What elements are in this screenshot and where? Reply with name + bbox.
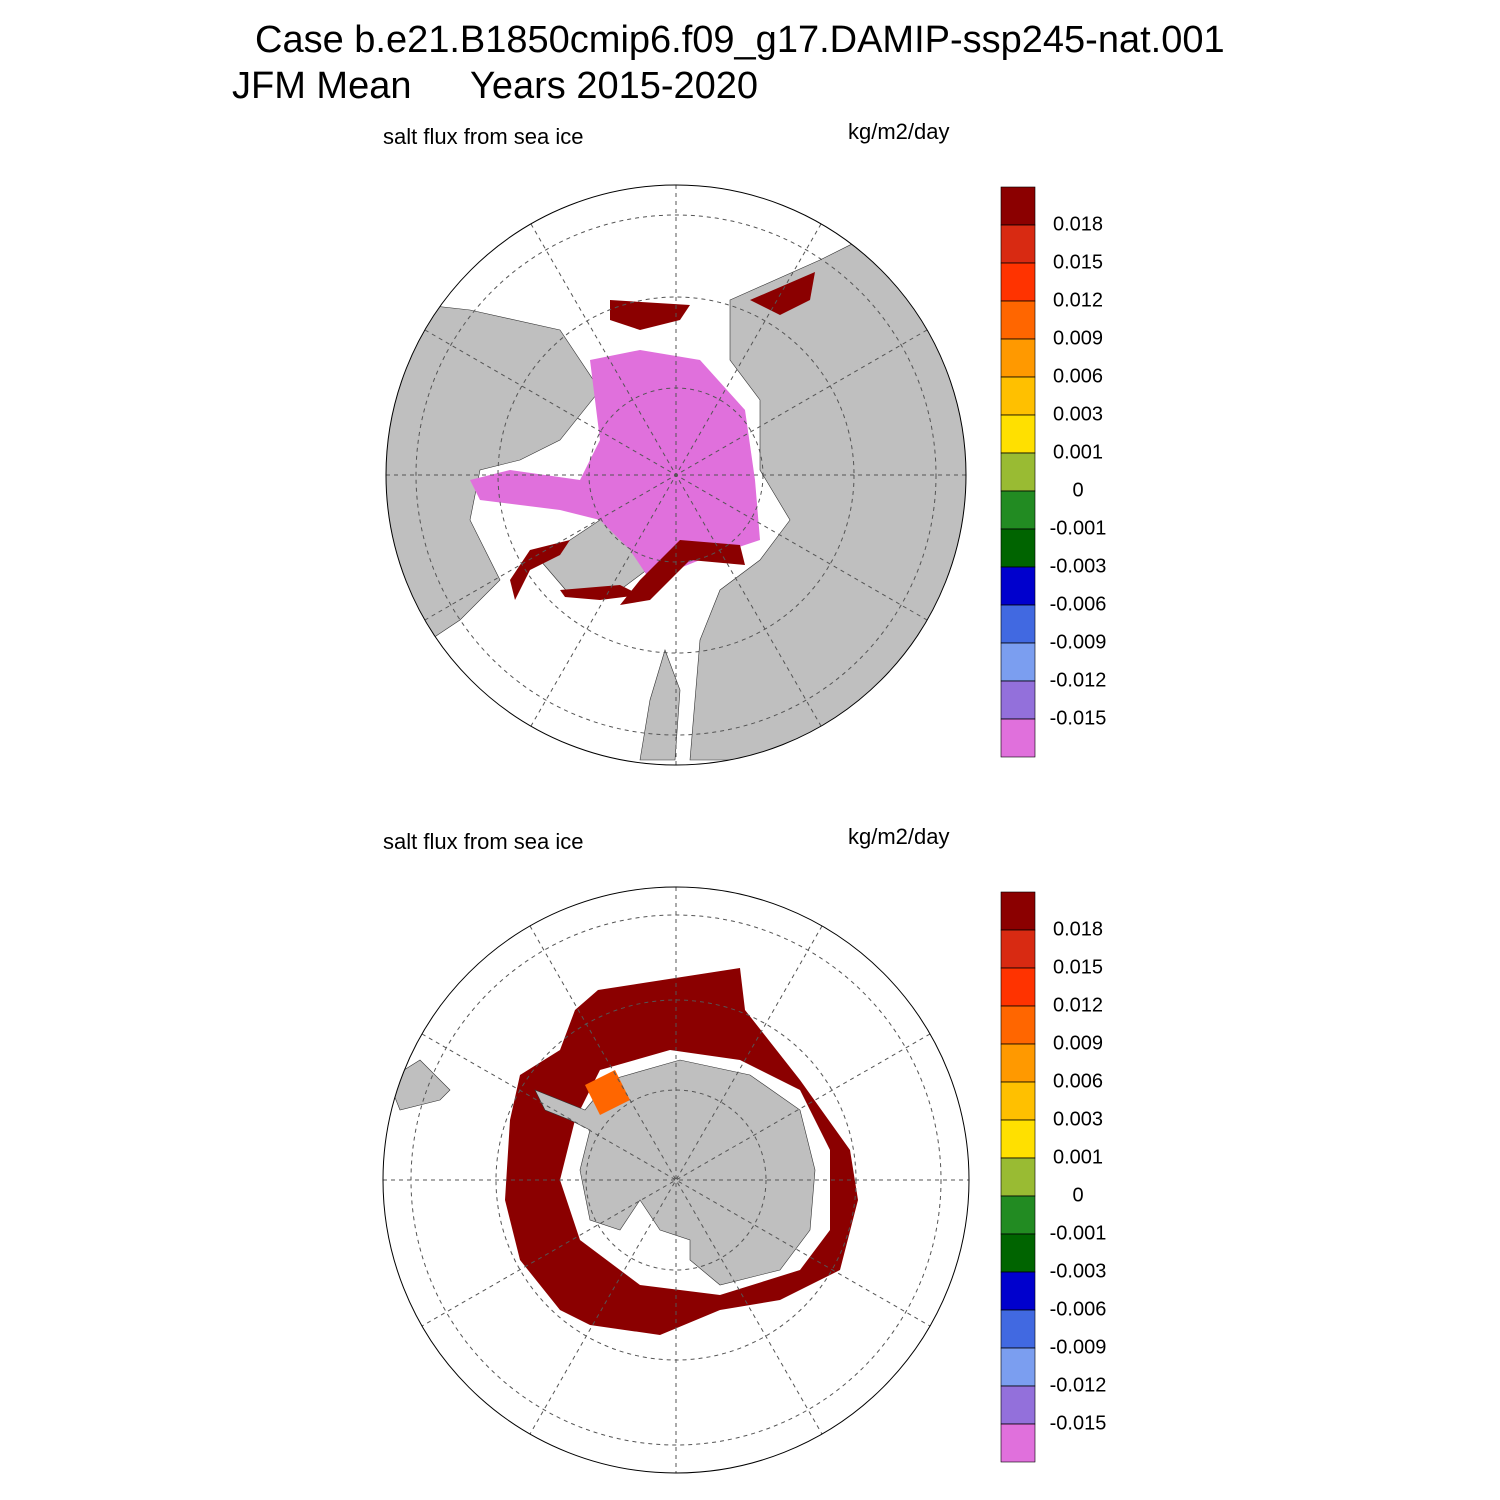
colorbar-label: 0.012 — [1053, 994, 1103, 1016]
panel-title: salt flux from sea ice — [383, 124, 584, 149]
colorbar-label: 0.012 — [1053, 289, 1103, 311]
colorbar-box — [1000, 490, 1036, 530]
colorbar-label: 0.006 — [1053, 365, 1103, 387]
colorbar-box — [1000, 1309, 1036, 1349]
season-title: JFM Mean — [232, 65, 411, 107]
colorbar-box — [1000, 224, 1036, 264]
colorbar-label: 0.001 — [1053, 441, 1103, 463]
colorbar-box — [1000, 1119, 1036, 1159]
colorbar-box — [1000, 604, 1036, 644]
years-title: Years 2015-2020 — [470, 65, 758, 107]
colorbar-box — [1000, 1271, 1036, 1311]
colorbar-box — [1000, 929, 1036, 969]
colorbar-label: -0.006 — [1050, 593, 1107, 615]
colorbar-box — [1000, 1157, 1036, 1197]
colorbar-label: -0.009 — [1050, 1336, 1107, 1358]
colorbar-box — [1000, 967, 1036, 1007]
colorbar-label: -0.015 — [1050, 707, 1107, 729]
colorbar-box — [1000, 566, 1036, 606]
map-border — [385, 184, 967, 766]
colorbar-box — [1000, 1347, 1036, 1387]
colorbar-label: -0.006 — [1050, 1298, 1107, 1320]
north-map — [386, 185, 966, 765]
colorbar-box — [1000, 186, 1036, 226]
colorbar-box — [1000, 1423, 1036, 1463]
colorbars: 0.018 0.015 0.012 0.009 0.006 0.003 0.001 0 -0.0… — [1000, 186, 1107, 1463]
panel-title: salt flux from sea ice — [383, 829, 584, 854]
colorbar-box — [1000, 1081, 1036, 1121]
colorbar-label: 0 — [1072, 479, 1083, 501]
colorbar-label: 0.018 — [1053, 918, 1103, 940]
panel-units: kg/m2/day — [848, 119, 950, 144]
colorbar-box — [1000, 1195, 1036, 1235]
colorbar-label: -0.003 — [1050, 555, 1107, 577]
colorbar-box — [1000, 1233, 1036, 1273]
colorbar-box — [1000, 891, 1036, 931]
colorbar-label: -0.003 — [1050, 1260, 1107, 1282]
colorbar-box — [1000, 376, 1036, 416]
colorbar-box — [1000, 262, 1036, 302]
colorbar-box — [1000, 528, 1036, 568]
colorbar-label: 0.018 — [1053, 213, 1103, 235]
colorbar-box — [1000, 642, 1036, 682]
panel-units: kg/m2/day — [848, 824, 950, 849]
colorbar-label: -0.001 — [1050, 1222, 1107, 1244]
colorbar-label: -0.012 — [1050, 669, 1107, 691]
colorbar-label: 0.001 — [1053, 1146, 1103, 1168]
colorbar-box — [1000, 414, 1036, 454]
colorbar-label: -0.009 — [1050, 631, 1107, 653]
colorbar-label: -0.001 — [1050, 517, 1107, 539]
south-map — [383, 887, 969, 1473]
colorbar-label: 0.015 — [1053, 251, 1103, 273]
colorbar-label: 0.006 — [1053, 1070, 1103, 1092]
map-border — [382, 886, 970, 1474]
colorbar-label: 0.009 — [1053, 327, 1103, 349]
colorbar-box — [1000, 1385, 1036, 1425]
colorbar-label: 0 — [1072, 1184, 1083, 1206]
colorbar-box — [1000, 1043, 1036, 1083]
colorbar-label: 0.003 — [1053, 1108, 1103, 1130]
colorbar-box — [1000, 452, 1036, 492]
case-title: Case b.e21.B1850cmip6.f09_g17.DAMIP-ssp2… — [255, 19, 1225, 61]
colorbar-box — [1000, 680, 1036, 720]
colorbar-box — [1000, 300, 1036, 340]
colorbar-box — [1000, 718, 1036, 758]
colorbar-label: 0.003 — [1053, 403, 1103, 425]
colorbar-label: -0.012 — [1050, 1374, 1107, 1396]
colorbar-label: 0.015 — [1053, 956, 1103, 978]
colorbar-label: 0.009 — [1053, 1032, 1103, 1054]
colorbar-box — [1000, 1005, 1036, 1045]
colorbar-box — [1000, 338, 1036, 378]
colorbar-label: -0.015 — [1050, 1412, 1107, 1434]
